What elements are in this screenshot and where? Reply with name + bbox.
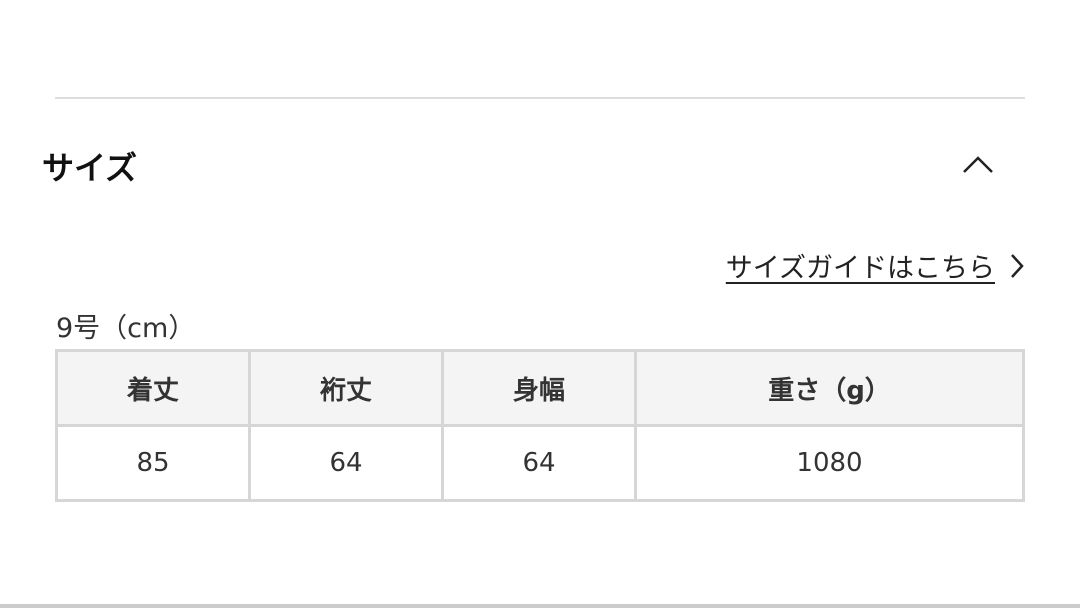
bottom-divider: [0, 604, 1080, 608]
chevron-right-icon: [1011, 253, 1024, 278]
size-guide-link[interactable]: サイズガイドはこちら: [726, 246, 1025, 285]
chevron-up-icon[interactable]: [960, 150, 996, 180]
table-cell: 64: [248, 424, 444, 502]
size-table: 着丈 裄丈 身幅 重さ（g） 85 64 64 1080: [55, 349, 1025, 502]
table-cell: 85: [55, 424, 251, 502]
table-row: 85 64 64 1080: [55, 424, 1025, 502]
size-guide-label[interactable]: サイズガイドはこちら: [725, 253, 995, 284]
table-caption: 9号（cm）: [56, 313, 196, 344]
header-cell: 身幅: [441, 349, 637, 427]
section-title: サイズ: [42, 149, 138, 187]
header-cell: 裄丈: [248, 349, 444, 427]
table-cell: 64: [441, 424, 637, 502]
header-cell: 着丈: [55, 349, 251, 427]
header-cell: 重さ（g）: [634, 349, 1025, 427]
table-header-row: 着丈 裄丈 身幅 重さ（g）: [55, 349, 1025, 427]
table-cell: 1080: [634, 424, 1025, 502]
divider: [55, 97, 1025, 99]
